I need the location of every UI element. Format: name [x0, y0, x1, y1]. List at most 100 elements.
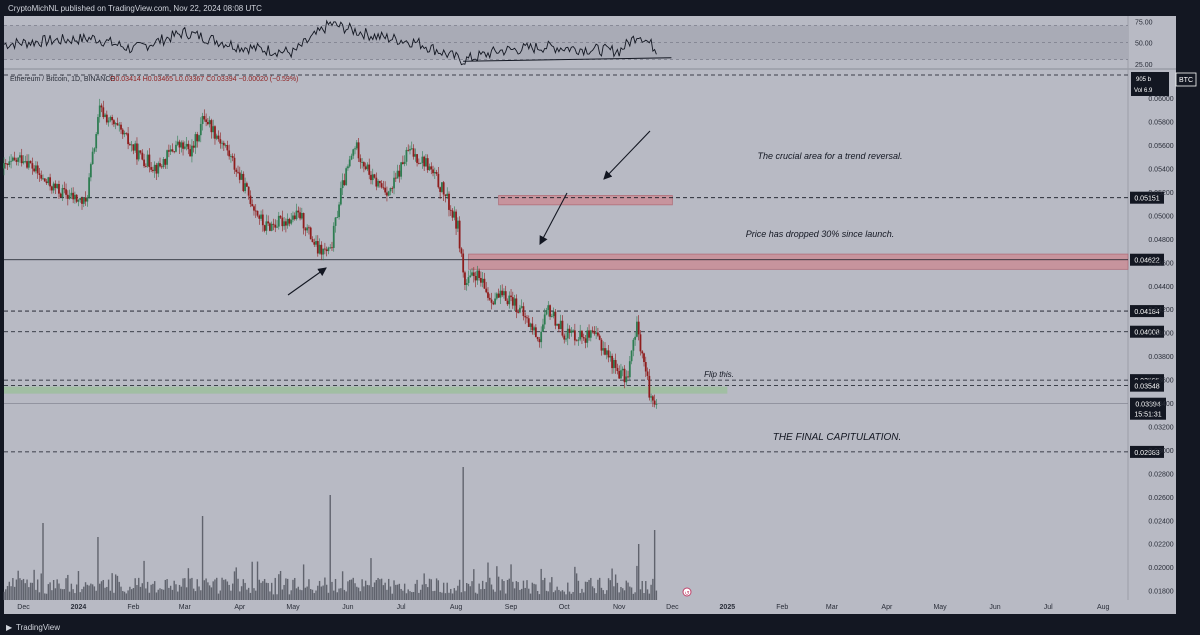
candle-body [270, 223, 273, 231]
volume-bar [409, 591, 411, 600]
volume-bar [295, 588, 298, 600]
volume-bar [577, 580, 580, 600]
candle-body [199, 124, 202, 136]
volume-bar [496, 566, 498, 600]
candle-body [293, 215, 296, 220]
volume-bar [38, 592, 41, 600]
candle-body [247, 186, 250, 196]
candle-body [169, 149, 172, 152]
volume-bar [540, 568, 542, 600]
volume-bar [246, 589, 248, 600]
candle-body [362, 162, 365, 167]
candle-body [26, 161, 28, 168]
annotation-text: THE FINAL CAPITULATION. [773, 432, 902, 443]
candle-body [167, 150, 170, 152]
volume-bar [568, 591, 571, 600]
volume-bar [278, 574, 280, 600]
candle-body [377, 180, 379, 187]
price-tick-label: 0.04800 [1148, 237, 1173, 244]
candle-body [132, 144, 135, 151]
volume-bar [522, 580, 525, 600]
volume-bar [120, 586, 122, 600]
volume-bar [33, 569, 35, 600]
volume-bar [182, 578, 184, 600]
symbol-badge[interactable]: 905 b Vol 6.9 BTC [1131, 72, 1197, 96]
volume-bar [653, 530, 656, 600]
volume-bar [622, 588, 624, 600]
replay-icon[interactable]: ↺ [682, 587, 692, 597]
candle-body [471, 272, 473, 276]
candle-body [11, 157, 14, 161]
time-tick-label: May [286, 604, 300, 611]
time-tick-label: 2025 [720, 604, 736, 611]
level-label-bg [1130, 445, 1164, 458]
candle-body [65, 189, 67, 195]
candle-body [139, 150, 142, 153]
candle-body [339, 188, 342, 205]
price-tick-label: 0.03800 [1148, 354, 1173, 361]
candle-body [180, 142, 183, 148]
candle-body [191, 145, 193, 157]
volume-bar [505, 593, 507, 600]
level-label: 0.05151 [1134, 196, 1159, 203]
volume-bar [614, 574, 617, 600]
candle-body [38, 173, 41, 175]
volume-bar [52, 579, 55, 600]
candle-body [121, 129, 124, 135]
resistance-zone [498, 195, 673, 206]
candle-body [192, 145, 195, 148]
volume-bar [419, 589, 422, 600]
volume-bar [506, 579, 509, 600]
volume-bar [549, 582, 551, 600]
time-tick-label: May [933, 604, 947, 611]
candle-body [120, 124, 122, 130]
candle-body [412, 148, 415, 157]
time-tick-label: Jun [989, 604, 1000, 611]
volume-bar [556, 586, 558, 600]
candle-body [394, 177, 397, 179]
volume-bar [334, 578, 337, 600]
candle-body [432, 169, 434, 174]
volume-bar [512, 581, 514, 600]
volume-bar [45, 593, 48, 600]
candle-body [462, 253, 465, 273]
footer-brand: TradingView [16, 623, 60, 632]
candle-body [230, 156, 232, 157]
time-axis-layer: Dec 2024 Feb Mar Apr May Jun Jul Aug Sep Oct Nov Dec… [17, 604, 1109, 611]
volume-bar [260, 582, 262, 600]
volume-bar [10, 586, 12, 600]
candle-body [597, 332, 599, 336]
volume-bar [63, 589, 65, 600]
volume-bar [223, 579, 225, 600]
volume-bar [464, 591, 466, 600]
volume-bar [93, 586, 96, 600]
candle-body [393, 177, 395, 189]
volume-bar [162, 589, 165, 600]
volume-bar [386, 589, 388, 600]
candle-body [506, 300, 509, 305]
time-tick-label: Dec [17, 604, 30, 611]
volume-bar [561, 590, 564, 600]
symbol-badge-text: BTC [1179, 77, 1193, 84]
candle-body [72, 192, 75, 200]
rsi-divergence-line [463, 57, 672, 62]
volume-bar [352, 577, 354, 600]
volume-bar [251, 561, 253, 600]
tradingview-logo[interactable]: ▶ TradingView [6, 623, 60, 632]
volume-bar [418, 592, 420, 600]
candle-body [421, 156, 424, 164]
candle-body [277, 215, 280, 227]
candle-body [398, 170, 401, 177]
volume-bar [641, 580, 643, 600]
candle-body [651, 396, 654, 401]
time-tick-label: Apr [881, 604, 893, 611]
rsi-tick-label: 75.00 [1135, 19, 1153, 26]
volume-bar [441, 592, 443, 600]
candle-body [543, 314, 546, 325]
level-label: 0.03548 [1134, 384, 1159, 391]
candle-body [448, 193, 450, 210]
candle-body [283, 221, 286, 227]
candle-body [614, 359, 617, 368]
volume-bar [544, 577, 546, 600]
